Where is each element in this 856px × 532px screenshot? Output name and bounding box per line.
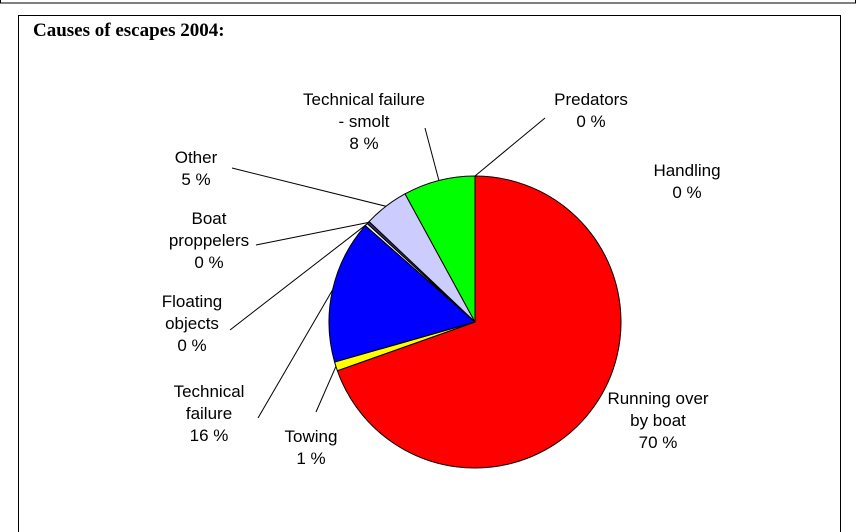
slice-value: 0 % — [177, 336, 207, 355]
slice-name: Running over by boat — [607, 389, 709, 430]
slice-name: Handling — [653, 161, 721, 180]
slice-label: Other 5 % — [166, 147, 226, 191]
pie-slice — [336, 175, 622, 469]
slice-name: Floating objects — [161, 292, 223, 333]
pie-slice — [328, 224, 477, 363]
slice-value: 1 % — [296, 449, 326, 468]
slice-value: 0 % — [576, 112, 606, 131]
leader-line — [229, 224, 367, 331]
slice-value: 5 % — [181, 170, 211, 189]
slice-name: Boat proppelers — [168, 209, 250, 250]
slice-label: Boat proppelers 0 % — [159, 208, 259, 274]
slice-label: Handling 0 % — [647, 160, 727, 204]
leader-line — [474, 117, 546, 177]
leader-line — [231, 167, 387, 207]
slice-name: Technical failure - smolt — [303, 90, 425, 131]
slice-name: Towing — [284, 427, 338, 446]
chart-title: Causes of escapes 2004: — [33, 20, 225, 41]
slice-label: Towing 1 % — [276, 426, 346, 470]
slice-value: 8 % — [349, 134, 379, 153]
outer-frame — [0, 0, 856, 4]
slice-value: 70 % — [638, 433, 678, 452]
slice-name: Other — [174, 148, 218, 167]
slice-value: 0 % — [672, 183, 702, 202]
slice-name: Technical failure — [173, 382, 245, 423]
slice-label: Floating objects 0 % — [147, 291, 237, 357]
chart-frame — [18, 15, 841, 532]
slice-label: Technical failure - smolt 8 % — [299, 89, 429, 155]
leader-line — [255, 222, 369, 246]
leader-line — [424, 127, 440, 181]
pie-slice — [404, 175, 476, 323]
slice-name: Predators — [554, 90, 628, 109]
slice-label: Technical failure 16 % — [164, 381, 254, 447]
slice-label: Predators 0 % — [541, 89, 641, 133]
leader-line — [315, 366, 337, 413]
slice-value: 0 % — [194, 253, 224, 272]
slice-value: 16 % — [189, 426, 229, 445]
leader-line — [257, 289, 334, 419]
slice-label: Running over by boat 70 % — [598, 388, 718, 454]
